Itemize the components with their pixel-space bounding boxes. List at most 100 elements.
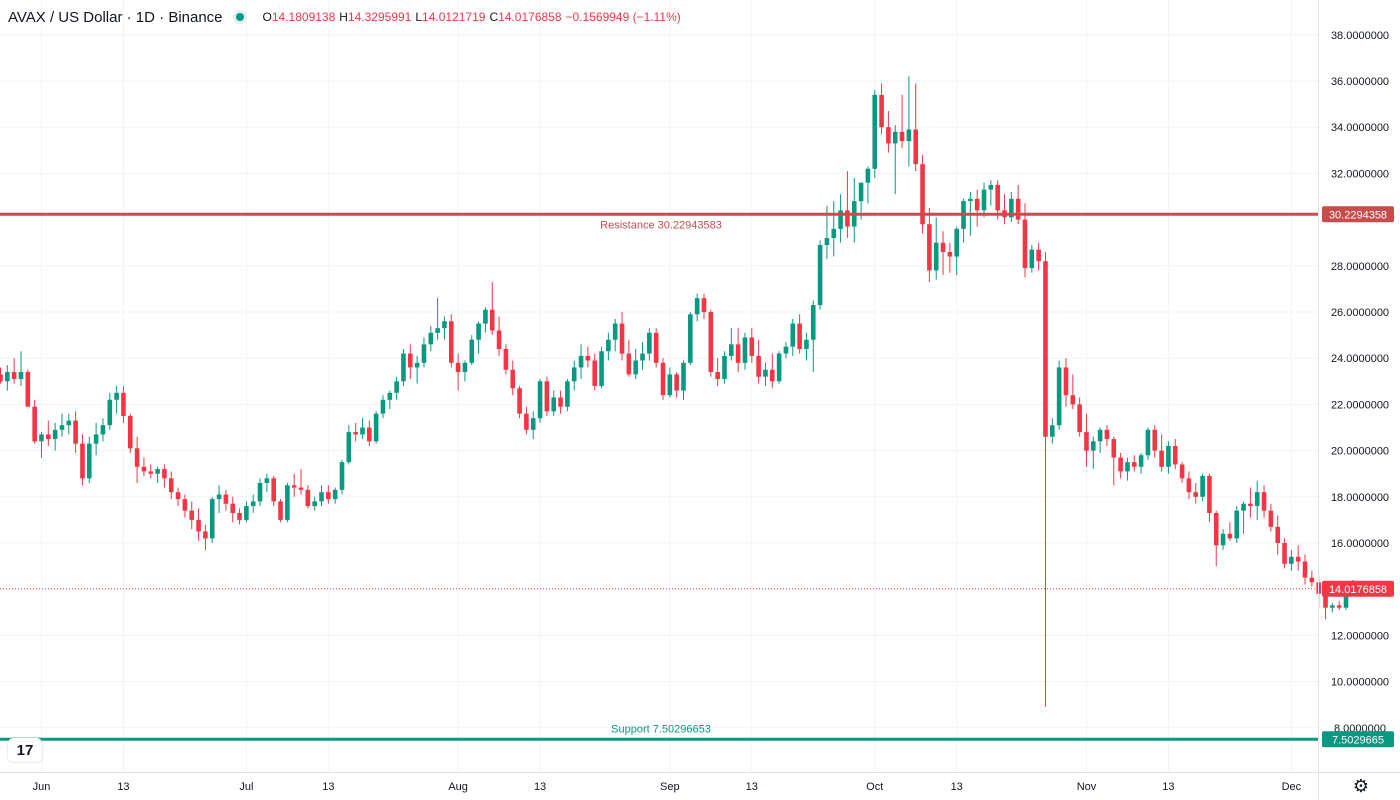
candle-body xyxy=(216,494,222,500)
candle xyxy=(1166,441,1171,474)
candle-body xyxy=(127,415,133,449)
candle-body xyxy=(1282,543,1287,564)
candle xyxy=(448,314,454,368)
candle-body xyxy=(367,427,372,442)
price-axis[interactable]: 38.0000000 36.0000000 34.0000000 32.0000000… xyxy=(1318,0,1390,800)
candle-body xyxy=(1152,429,1158,451)
tradingview-logo-icon[interactable]: 17 xyxy=(8,738,42,762)
candle xyxy=(1009,191,1014,222)
candle-body xyxy=(674,374,679,391)
candle-body xyxy=(640,353,645,361)
candle-body xyxy=(298,487,304,490)
market-status-dot-icon xyxy=(232,10,247,24)
candle xyxy=(524,406,529,435)
candle-body xyxy=(1248,503,1253,507)
candle-body xyxy=(373,413,379,442)
candle-body xyxy=(414,362,420,368)
gear-icon[interactable]: ⚙ xyxy=(1352,775,1370,796)
candle-body xyxy=(530,418,536,430)
candle xyxy=(804,332,809,361)
candle-body xyxy=(735,344,741,363)
candle-body xyxy=(1050,425,1055,437)
price-tick-label: 22.0000000 xyxy=(1331,399,1389,411)
candle-body xyxy=(1275,526,1281,543)
candle-body xyxy=(797,323,802,349)
candle-body xyxy=(606,339,611,352)
candle-body xyxy=(1077,404,1082,433)
candle xyxy=(189,501,195,530)
candle-body xyxy=(469,339,475,363)
candle-body xyxy=(134,448,140,467)
close-label: C xyxy=(489,10,499,24)
candle xyxy=(100,418,106,442)
horizontal-lines[interactable]: Resistance 30.22943583 Support 7.5029665… xyxy=(0,212,1318,741)
candle-body xyxy=(810,305,816,340)
candle xyxy=(1261,485,1267,518)
candle xyxy=(1036,242,1041,271)
candle xyxy=(647,328,652,361)
candle-body xyxy=(278,501,283,520)
candle xyxy=(39,432,44,458)
price-tick-label: 36.0000000 xyxy=(1331,76,1389,88)
candle xyxy=(264,473,270,493)
candle-body xyxy=(435,328,440,333)
candle-body xyxy=(619,323,625,354)
candle xyxy=(633,348,638,379)
candle-body xyxy=(756,355,761,377)
candle xyxy=(175,487,181,507)
candle xyxy=(940,231,946,276)
candle xyxy=(1043,251,1048,708)
candle xyxy=(66,413,72,435)
candle-body xyxy=(46,434,51,440)
candle-body xyxy=(503,348,509,370)
candle xyxy=(640,342,645,370)
candle xyxy=(715,358,720,386)
candle-body xyxy=(5,372,10,382)
candle xyxy=(1056,360,1062,430)
candle-body xyxy=(1302,561,1308,578)
candle-body xyxy=(66,420,72,426)
candle-body xyxy=(708,312,714,373)
candle-body xyxy=(544,381,550,412)
candle-body xyxy=(285,485,290,520)
candle xyxy=(851,178,857,243)
candle-body xyxy=(1227,533,1233,539)
candle xyxy=(817,240,823,310)
resistance-label: Resistance 30.22943583 xyxy=(600,219,722,231)
candle-body xyxy=(1200,476,1205,497)
candle-body xyxy=(1289,556,1294,564)
candle-body xyxy=(1172,445,1178,465)
candle-body xyxy=(1186,478,1192,493)
time-tick-label: 13 xyxy=(322,781,334,793)
candle xyxy=(168,471,174,500)
candle-body xyxy=(1343,591,1349,608)
candle-body xyxy=(11,372,17,379)
candle xyxy=(298,469,304,495)
candle xyxy=(722,351,727,384)
candle xyxy=(1050,418,1055,444)
candle xyxy=(1138,452,1144,474)
symbol-title[interactable]: AVAX / US Dollar · 1D · Binance xyxy=(8,8,223,26)
candle xyxy=(291,473,297,497)
candle xyxy=(141,457,147,477)
candle xyxy=(790,318,796,356)
candle xyxy=(688,312,693,366)
price-tick-label: 24.0000000 xyxy=(1331,353,1389,365)
candle-body xyxy=(1029,249,1035,269)
candle-body xyxy=(86,443,92,479)
candle xyxy=(1002,194,1007,225)
candle-body xyxy=(1125,462,1130,472)
candle-body xyxy=(1207,476,1212,513)
candle-body xyxy=(1220,533,1226,546)
candle xyxy=(933,217,939,280)
candle-body xyxy=(196,519,201,532)
candle-body xyxy=(517,388,522,414)
candle-body xyxy=(927,224,932,271)
candle xyxy=(1145,427,1151,460)
time-axis[interactable]: Jun 13 Jul 13 Aug 13 Sep 13 Oct 13 Nov 13 Dec xyxy=(0,772,1400,794)
candle xyxy=(1179,462,1185,483)
candle xyxy=(831,201,837,257)
time-tick-label: Dec xyxy=(1282,781,1302,793)
candle-body xyxy=(271,478,276,502)
